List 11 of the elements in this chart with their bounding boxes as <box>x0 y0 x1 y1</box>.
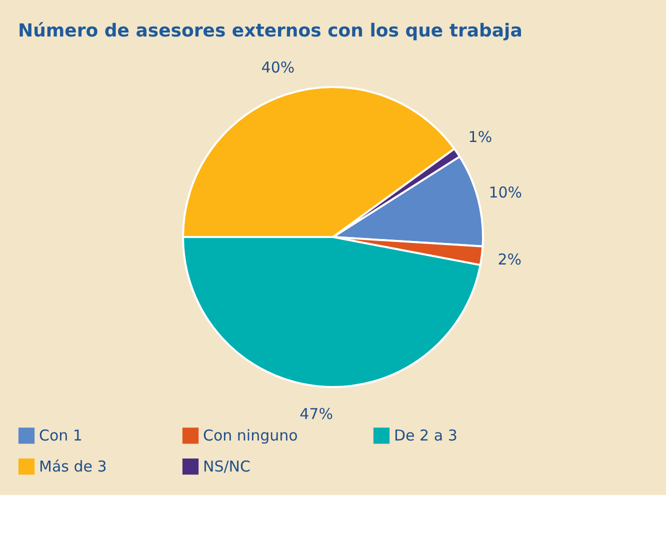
legend-label: Con 1 <box>39 426 82 445</box>
data-label: 40% <box>261 58 295 77</box>
data-label: 1% <box>468 128 492 146</box>
legend-label: Más de 3 <box>39 458 107 476</box>
data-label: 47% <box>300 405 333 424</box>
chart-title: Número de asesores externos con los que trabaja <box>18 20 522 42</box>
legend-label: Con ninguno <box>203 426 298 445</box>
data-label: 10% <box>488 184 522 202</box>
legend-label: De 2 a 3 <box>394 426 458 445</box>
data-label: 2% <box>498 250 522 268</box>
legend-label: NS/NC <box>203 458 250 476</box>
